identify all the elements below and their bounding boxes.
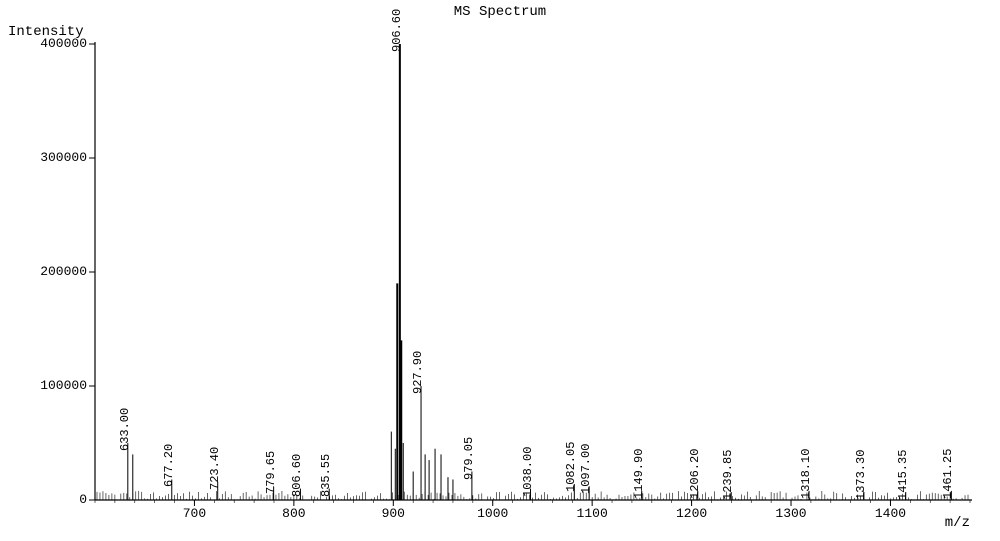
x-tick-label: 800 xyxy=(264,506,324,521)
peak-label: 1373.30 xyxy=(854,450,868,500)
y-tick-label: 100000 xyxy=(7,378,87,393)
peak-label: 927.90 xyxy=(411,351,425,394)
x-tick-label: 1200 xyxy=(662,506,722,521)
x-tick-label: 1400 xyxy=(860,506,920,521)
x-tick-label: 1300 xyxy=(761,506,821,521)
plot-svg xyxy=(0,0,1000,541)
peak-label: 779.65 xyxy=(264,451,278,494)
y-tick-label: 0 xyxy=(7,492,87,507)
peak-label: 1415.35 xyxy=(896,450,910,500)
peak-label: 835.55 xyxy=(319,453,333,496)
x-tick-label: 900 xyxy=(363,506,423,521)
peak-label: 979.05 xyxy=(462,436,476,479)
peak-label: 1239.85 xyxy=(721,450,735,500)
peak-label: 1318.10 xyxy=(799,448,813,498)
y-tick-label: 300000 xyxy=(7,150,87,165)
peak-label: 1082.05 xyxy=(564,442,578,492)
peak-label: 1206.20 xyxy=(688,448,702,498)
peak-label: 633.00 xyxy=(118,408,132,451)
x-tick-label: 1100 xyxy=(562,506,622,521)
peak-label: 1038.00 xyxy=(521,446,535,496)
peak-label: 677.20 xyxy=(162,444,176,487)
peak-label: 723.40 xyxy=(208,447,222,490)
x-tick-label: 700 xyxy=(164,506,224,521)
y-tick-label: 400000 xyxy=(7,36,87,51)
peak-label: 1097.00 xyxy=(579,444,593,494)
ms-spectrum-chart: MS Spectrum Intensity m/z 01000002000003… xyxy=(0,0,1000,541)
peak-label: 1461.25 xyxy=(941,448,955,498)
peak-label: 906.60 xyxy=(390,9,404,52)
y-tick-label: 200000 xyxy=(7,264,87,279)
x-tick-label: 1000 xyxy=(463,506,523,521)
peak-label: 1149.90 xyxy=(632,448,646,498)
peak-label: 806.60 xyxy=(290,453,304,496)
